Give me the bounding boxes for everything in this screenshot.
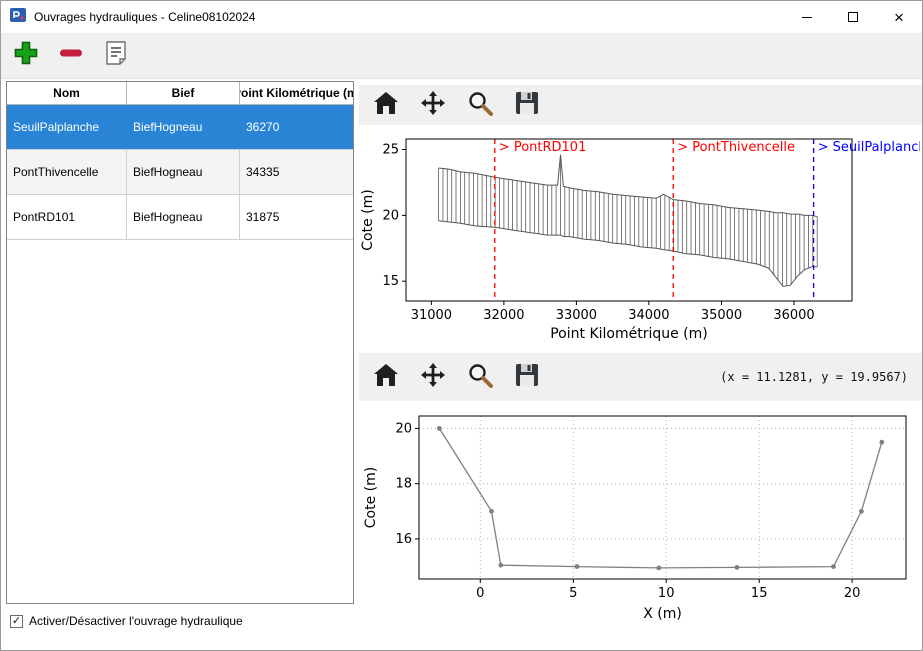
home-button[interactable]: [371, 362, 401, 392]
pan-icon: [419, 89, 447, 122]
svg-text:36000: 36000: [773, 308, 814, 323]
svg-text:Cote (m): Cote (m): [360, 189, 376, 250]
table-row[interactable]: SeuilPalplanche BiefHogneau 36270: [7, 105, 353, 150]
add-structure-button[interactable]: [11, 41, 41, 71]
svg-text:> PontRD101: > PontRD101: [499, 140, 587, 155]
maximize-button[interactable]: [830, 1, 876, 33]
cross-section-chart[interactable]: 0 5 10 15 20 16 18 20 X (m) Cote (m): [359, 401, 920, 645]
home-icon: [372, 89, 400, 122]
table-row[interactable]: PontRD101 BiefHogneau 31875: [7, 195, 353, 240]
close-button[interactable]: ×: [876, 1, 922, 33]
svg-text:Cote (m): Cote (m): [363, 467, 379, 528]
cell-bief: BiefHogneau: [127, 150, 240, 194]
structures-table: Nom Bief Point Kilométrique (m) SeuilPal…: [6, 81, 354, 604]
remove-structure-button[interactable]: [56, 41, 86, 71]
cell-nom: SeuilPalplanche: [7, 105, 127, 149]
notes-icon: [103, 40, 129, 71]
svg-text:32000: 32000: [483, 308, 524, 323]
svg-text:16: 16: [395, 532, 412, 547]
section-plot-toolbar: (x = 11.1281, y = 19.9567): [359, 353, 922, 401]
cell-nom: PontRD101: [7, 195, 127, 239]
cell-pk: 31875: [246, 210, 280, 224]
svg-text:18: 18: [395, 477, 412, 492]
save-button[interactable]: [512, 362, 542, 392]
zoom-icon: [466, 361, 494, 394]
svg-text:X (m): X (m): [643, 606, 682, 622]
cursor-coordinates: (x = 11.1281, y = 19.9567): [720, 370, 908, 384]
column-header-pk[interactable]: Point Kilométrique (m): [240, 86, 353, 100]
zoom-button[interactable]: [465, 362, 495, 392]
table-row[interactable]: PontThivencelle BiefHogneau 34335: [7, 150, 353, 195]
cell-nom: PontThivencelle: [7, 150, 127, 194]
plus-icon: [13, 40, 39, 71]
svg-text:35000: 35000: [701, 308, 742, 323]
cell-bief: BiefHogneau: [127, 195, 240, 239]
save-icon: [513, 361, 541, 394]
minimize-button[interactable]: [784, 1, 830, 33]
table-header: Nom Bief Point Kilométrique (m): [7, 82, 353, 105]
activate-structure-row: ✓ Activer/Désactiver l'ouvrage hydrauliq…: [10, 614, 243, 628]
profile-plot-toolbar: [359, 85, 922, 125]
close-icon: ×: [894, 7, 904, 27]
minus-icon: [58, 40, 84, 71]
svg-text:34000: 34000: [628, 308, 669, 323]
pan-icon: [419, 361, 447, 394]
svg-text:20: 20: [395, 421, 412, 436]
longitudinal-profile-chart[interactable]: > PontRD101 > PontThivencelle > SeuilPalpl…: [359, 125, 922, 351]
titlebar: Ouvrages hydrauliques - Celine08102024 ×: [1, 1, 922, 33]
column-header-bief[interactable]: Bief: [127, 82, 240, 104]
window-title: Ouvrages hydrauliques - Celine08102024: [34, 10, 256, 24]
zoom-button[interactable]: [465, 90, 495, 120]
app-icon: [9, 6, 27, 29]
svg-text:5: 5: [569, 586, 577, 601]
activate-checkbox[interactable]: ✓: [10, 614, 23, 628]
svg-text:Point Kilométrique (m): Point Kilométrique (m): [550, 326, 708, 342]
home-button[interactable]: [371, 90, 401, 120]
minimize-icon: [802, 16, 812, 18]
cell-pk: 36270: [246, 120, 280, 134]
cell-bief: BiefHogneau: [127, 105, 240, 149]
home-icon: [372, 361, 400, 394]
cell-pk: 34335: [246, 165, 280, 179]
save-icon: [513, 89, 541, 122]
save-button[interactable]: [512, 90, 542, 120]
svg-text:20: 20: [844, 586, 861, 601]
svg-text:> PontThivencelle: > PontThivencelle: [677, 140, 795, 155]
zoom-icon: [466, 89, 494, 122]
svg-text:33000: 33000: [556, 308, 597, 323]
activate-checkbox-label: Activer/Désactiver l'ouvrage hydraulique: [29, 614, 243, 628]
svg-text:20: 20: [382, 208, 399, 223]
svg-text:0: 0: [476, 586, 484, 601]
svg-text:15: 15: [382, 274, 399, 289]
svg-text:25: 25: [382, 143, 399, 158]
pan-button[interactable]: [418, 90, 448, 120]
maximize-icon: [848, 12, 858, 22]
column-header-nom[interactable]: Nom: [7, 82, 127, 104]
check-icon: ✓: [11, 614, 22, 627]
svg-text:10: 10: [658, 586, 675, 601]
notes-button[interactable]: [101, 41, 131, 71]
main-toolbar: [1, 33, 922, 79]
pan-button[interactable]: [418, 362, 448, 392]
svg-text:15: 15: [751, 586, 768, 601]
svg-text:> SeuilPalplanche: > SeuilPalplanche: [818, 140, 920, 155]
svg-text:31000: 31000: [411, 308, 452, 323]
